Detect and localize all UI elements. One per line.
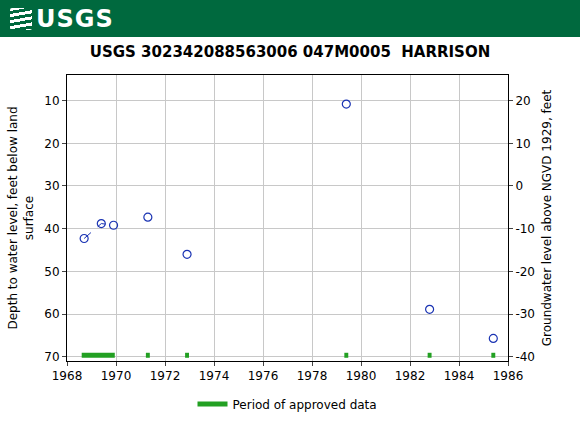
- svg-text:1970: 1970: [101, 369, 132, 383]
- svg-text:20: 20: [515, 94, 530, 108]
- svg-text:0: 0: [515, 179, 523, 193]
- svg-text:-20: -20: [515, 265, 535, 279]
- svg-text:1978: 1978: [297, 369, 328, 383]
- svg-text:Groundwater level above NGVD 1: Groundwater level above NGVD 1929, feet: [540, 89, 554, 346]
- html-text:USGS: USGS: [36, 5, 114, 33]
- svg-text:-30: -30: [515, 307, 535, 321]
- svg-text:1984: 1984: [444, 369, 475, 383]
- svg-text:-40: -40: [515, 350, 535, 364]
- svg-text:40: 40: [44, 222, 59, 236]
- svg-text:1982: 1982: [395, 369, 426, 383]
- svg-text:1986: 1986: [493, 369, 524, 383]
- svg-text:1980: 1980: [346, 369, 377, 383]
- svg-text:1976: 1976: [248, 369, 279, 383]
- svg-text:10: 10: [515, 137, 530, 151]
- svg-text:60: 60: [44, 307, 59, 321]
- svg-text:-10: -10: [515, 222, 535, 236]
- svg-text:50: 50: [44, 265, 59, 279]
- svg-text:10: 10: [44, 94, 59, 108]
- svg-text:Period of approved data: Period of approved data: [233, 398, 377, 412]
- svg-text:USGS 302342088563006 047M0005: USGS 302342088563006 047M0005 HARRISON: [90, 43, 490, 61]
- svg-text:70: 70: [44, 350, 59, 364]
- svg-text:1972: 1972: [150, 369, 181, 383]
- svg-text:20: 20: [44, 137, 59, 151]
- svg-text:Depth to water level, feet bel: Depth to water level, feet below landsur…: [6, 106, 36, 329]
- svg-text:1974: 1974: [199, 369, 230, 383]
- svg-text:1968: 1968: [52, 369, 83, 383]
- svg-text:30: 30: [44, 179, 59, 193]
